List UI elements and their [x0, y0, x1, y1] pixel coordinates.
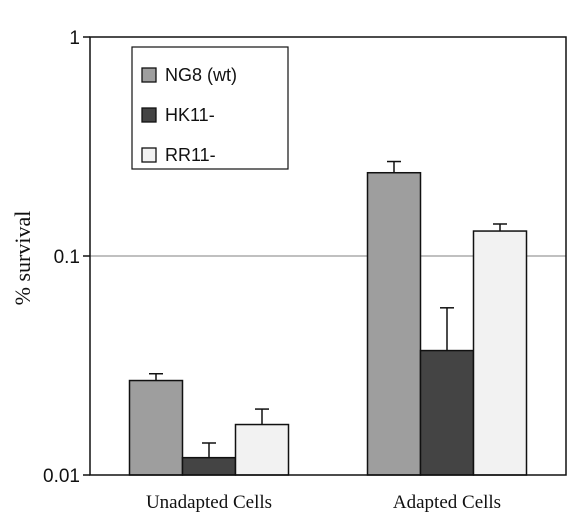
- bar: [181, 456, 237, 476]
- bar: [472, 230, 528, 476]
- legend: NG8 (wt) HK11- RR11-: [131, 46, 289, 170]
- x-axis-categories: Unadapted Cells Adapted Cells: [146, 492, 501, 513]
- bar: [419, 349, 475, 476]
- legend-label: NG8 (wt): [165, 65, 237, 85]
- x-category-label: Adapted Cells: [393, 492, 501, 513]
- legend-label: HK11-: [165, 105, 215, 125]
- y-axis-ticks: 0.01 0.1 1: [43, 28, 90, 487]
- legend-box: [131, 46, 289, 170]
- y-axis-label: % survival: [10, 211, 35, 306]
- y-tick-label: 1: [69, 28, 80, 49]
- legend-swatch: [141, 107, 157, 123]
- legend-label: RR11-: [165, 145, 216, 165]
- legend-swatch: [141, 67, 157, 83]
- y-tick-label: 0.1: [54, 247, 80, 268]
- bar: [128, 379, 184, 476]
- x-category-label: Unadapted Cells: [146, 492, 272, 513]
- y-tick-label: 0.01: [43, 466, 80, 487]
- bar: [234, 423, 290, 476]
- legend-swatch: [141, 147, 157, 163]
- bars: [128, 160, 528, 476]
- bar: [366, 171, 422, 476]
